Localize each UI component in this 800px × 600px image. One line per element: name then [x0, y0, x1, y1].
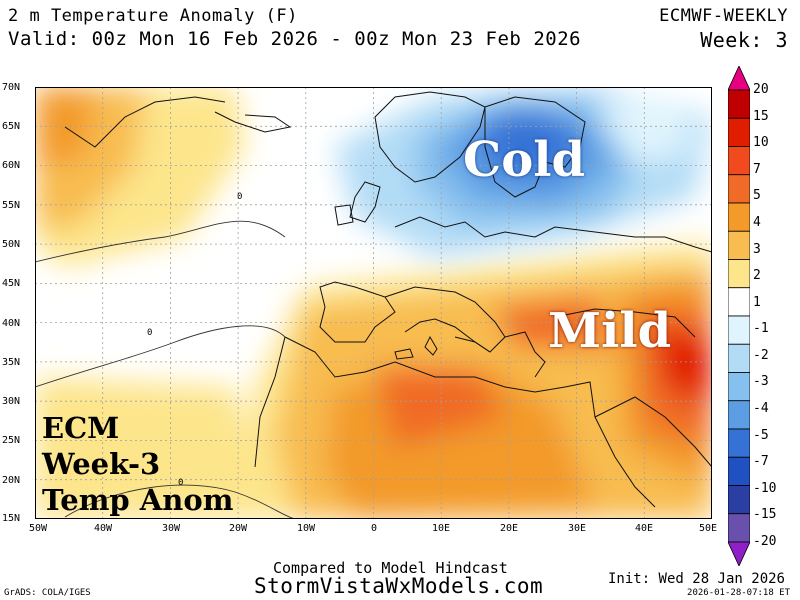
colorbar-label: 1: [753, 294, 761, 310]
lon-label: 20W: [228, 523, 248, 534]
init-time: Init: Wed 28 Jan 2026: [607, 571, 785, 587]
contour-label: 0: [237, 192, 242, 202]
grads-credit: GrADS: COLA/IGES: [4, 588, 91, 598]
mild-overlay-label: Mild: [548, 303, 672, 359]
lon-label: 20E: [499, 523, 519, 534]
lat-label: 15N: [2, 513, 21, 524]
ecm-label: ECM: [42, 411, 120, 445]
colorbar-label: 3: [753, 241, 761, 257]
colorbar-label: -10: [753, 480, 777, 496]
colorbar-swatch: [728, 146, 750, 176]
lat-label: 55N: [2, 200, 21, 211]
colorbar-label: -7: [753, 454, 769, 470]
valid-period: Valid: 00z Mon 16 Feb 2026 - 00z Mon 23 …: [8, 28, 582, 50]
lat-label: 25N: [2, 435, 21, 446]
cold-anomaly-fill: [335, 87, 712, 257]
lon-label: 50W: [28, 523, 48, 534]
map-frame: [35, 87, 712, 519]
colorbar-label: -15: [753, 507, 777, 523]
temp-anom-label: Temp Anom: [42, 483, 234, 517]
lat-label: 70N: [2, 82, 21, 93]
colorbar: [728, 66, 750, 566]
colorbar-label: -1: [753, 321, 769, 337]
colorbar-swatch: [728, 117, 750, 147]
colorbar-label: 4: [753, 214, 761, 230]
colorbar-label: -20: [753, 534, 777, 549]
map-title: 2 m Temperature Anomaly (F): [8, 6, 298, 26]
colorbar-label: 20: [753, 82, 769, 97]
lat-label: 35N: [2, 357, 21, 368]
colorbar-label: 7: [753, 161, 761, 177]
lat-label: 50N: [2, 239, 21, 250]
colorbar-label: -2: [753, 347, 769, 363]
contour-label: 0: [147, 328, 152, 338]
colorbar-swatch: [728, 287, 750, 317]
colorbar-swatch: [728, 315, 750, 345]
site-name: StormVistaWxModels.com: [254, 574, 544, 598]
colorbar-swatch: [728, 230, 750, 260]
cold-overlay-label: Cold: [463, 132, 586, 188]
lat-label: 40N: [2, 318, 21, 329]
lon-label: 30W: [161, 523, 181, 534]
lat-label: 60N: [2, 160, 21, 171]
week-label: Week: 3: [700, 28, 788, 52]
colorbar-label: 2: [753, 268, 761, 284]
lon-label: 40W: [93, 523, 113, 534]
colorbar-swatch: [728, 259, 750, 289]
colorbar-swatch: [728, 343, 750, 373]
coastlines: [64, 91, 712, 508]
generated-stamp: 2026-01-28-07:18 ET: [687, 588, 790, 598]
lon-label: 30E: [567, 523, 587, 534]
lon-label: 10W: [296, 523, 316, 534]
colorbar-label: -3: [753, 374, 769, 390]
colorbar-swatch: [728, 513, 750, 543]
colorbar-swatch: [728, 541, 750, 566]
colorbar-label: 10: [753, 135, 769, 151]
lon-label: 40E: [634, 523, 654, 534]
lon-label: 10E: [431, 523, 451, 534]
colorbar-label: 5: [753, 188, 761, 204]
colorbar-label: 15: [753, 108, 769, 124]
hindcast-note: Compared to Model Hindcast: [273, 559, 508, 577]
lat-label: 20N: [2, 475, 21, 486]
lat-label: 30N: [2, 396, 21, 407]
colorbar-swatch: [728, 428, 750, 458]
colorbar-label: -4: [753, 401, 769, 417]
colorbar-swatch: [728, 485, 750, 515]
lat-label: 45N: [2, 278, 21, 289]
lat-lon-grid: [35, 87, 712, 519]
model-name: ECMWF-WEEKLY: [659, 6, 788, 26]
colorbar-swatch: [728, 66, 750, 91]
week-3-label: Week-3: [42, 447, 161, 481]
colorbar-swatch: [728, 372, 750, 402]
zero-contours: [35, 220, 296, 519]
colorbar-swatch: [728, 89, 750, 119]
lon-label: 50E: [698, 523, 718, 534]
contour-label: 0: [178, 478, 183, 488]
lat-label: 65N: [2, 121, 21, 132]
anomaly-map: 0 0 0: [35, 87, 712, 519]
colorbar-swatch: [728, 202, 750, 232]
lon-label: 0: [370, 523, 378, 534]
colorbar-swatch: [728, 456, 750, 486]
colorbar-swatch: [728, 174, 750, 204]
colorbar-label: -5: [753, 427, 769, 443]
colorbar-swatch: [728, 400, 750, 430]
